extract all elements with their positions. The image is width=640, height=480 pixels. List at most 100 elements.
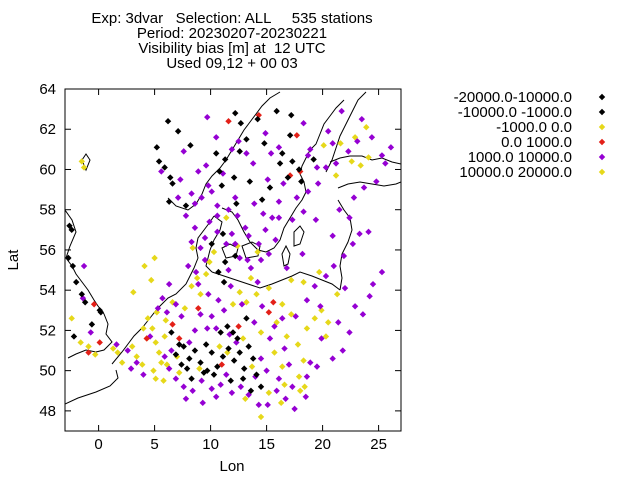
station-point [234,212,241,219]
station-point [320,142,327,149]
station-point [223,371,230,378]
legend-label: -1000.0 0.0 [496,119,572,136]
station-point [257,383,265,390]
station-point [335,319,342,326]
station-point [359,311,367,318]
station-point [247,387,255,394]
station-point [294,341,302,348]
station-point [338,107,345,115]
station-point [257,329,265,336]
station-point [195,280,202,288]
station-point [217,329,224,336]
station-point [304,188,312,195]
station-point [283,264,290,272]
station-point [281,381,288,388]
station-point [197,244,204,252]
station-point [243,315,250,322]
station-point [267,150,275,157]
station-point [286,132,294,139]
station-point [297,387,304,394]
station-point [272,236,279,244]
station-point [205,291,212,298]
station-point [221,258,229,266]
station-point [180,383,187,390]
station-point [160,377,167,384]
station-point [249,160,257,167]
station-point [85,343,92,350]
station-point [264,401,271,409]
legend-label: 10000.0 20000.0 [459,164,572,181]
station-point [288,311,295,318]
x-axis-label: Lon [219,458,244,475]
station-point [81,299,89,306]
station-point [236,148,243,155]
station-point [351,134,359,141]
station-point [242,224,249,232]
station-point [243,150,250,157]
station-point [220,278,228,286]
data-points [65,107,395,421]
station-point [174,128,182,135]
station-point [208,240,215,248]
station-point [127,365,135,372]
station-point [183,365,191,372]
station-point [139,361,146,368]
station-point [168,347,175,354]
y-tick-label: 50 [39,363,56,380]
station-point [165,365,173,372]
station-point [246,178,253,185]
station-point [206,218,213,225]
station-point [254,278,261,286]
station-point [154,305,162,312]
y-tick-label: 58 [39,202,56,219]
station-point [257,256,265,264]
station-point [322,272,330,280]
station-point [172,301,180,308]
station-point [149,325,156,332]
station-point [300,278,307,286]
station-point [165,198,173,205]
x-tick-label: 5 [150,436,158,453]
y-tick-label: 48 [39,403,56,420]
station-point [310,156,317,163]
station-point [289,383,296,390]
station-point [225,206,232,213]
station-point [114,349,121,356]
station-point [303,297,311,304]
station-point [378,152,386,159]
station-point [130,288,137,296]
station-point [269,214,276,221]
station-point [378,268,386,276]
station-point [260,210,267,217]
station-point [316,268,323,276]
station-point [191,347,199,354]
station-point [262,226,269,234]
station-point [366,293,373,300]
station-point [161,333,168,340]
station-point [341,284,349,292]
station-point [180,148,187,155]
station-point [275,375,283,382]
station-point [295,166,303,173]
station-point [140,325,147,332]
station-point [65,254,72,262]
station-point [80,164,88,171]
station-point [188,282,195,290]
station-point [189,244,196,252]
station-point [235,138,242,145]
station-point [118,359,126,366]
station-point [232,252,239,260]
station-point [69,262,77,270]
station-point [264,176,271,183]
station-point [365,154,372,161]
station-point [258,196,266,203]
station-point [159,295,166,302]
station-point [213,150,220,157]
station-point [141,262,148,270]
station-point [169,321,176,328]
legend-marker [598,168,606,176]
legend-marker [598,123,606,131]
station-point [273,107,280,115]
station-point [169,180,176,187]
